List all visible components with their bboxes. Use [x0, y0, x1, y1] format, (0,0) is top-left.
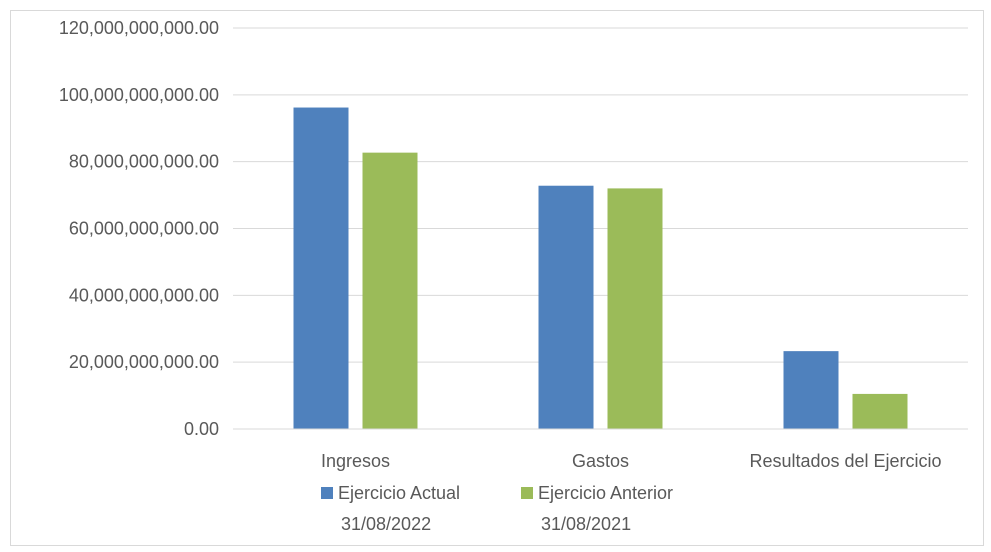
y-tick-label: 0.00 [184, 419, 219, 439]
bar-resultados-del-ejercicio-series-1 [783, 351, 839, 429]
gridlines [233, 27, 968, 363]
x-axis-category-labels: Ingresos Gastos Resultados del Ejercicio [321, 451, 942, 471]
legend-swatch [521, 487, 533, 499]
bar-ingresos-series-1 [293, 107, 349, 429]
legend-label: 31/08/2021 [541, 514, 631, 534]
y-tick-label: 100,000,000,000.00 [59, 85, 219, 105]
bar-resultados-del-ejercicio-series-2 [852, 393, 908, 429]
y-axis-tick-labels: 0.00 20,000,000,000.00 40,000,000,000.00 60… [59, 18, 219, 439]
chart-area: 0.00 20,000,000,000.00 40,000,000,000.00 60… [10, 10, 984, 546]
bar-ingresos-series-2 [362, 152, 418, 429]
bar-gastos-series-2 [607, 188, 663, 429]
bars [293, 107, 908, 429]
y-tick-label: 60,000,000,000.00 [69, 219, 219, 239]
legend: Ejercicio Actual 31/08/2022 Ejercicio Ante… [321, 483, 673, 534]
x-category-label: Ingresos [321, 451, 390, 471]
y-tick-label: 80,000,000,000.00 [69, 152, 219, 172]
legend-swatch [321, 487, 333, 499]
y-tick-label: 40,000,000,000.00 [69, 285, 219, 305]
y-tick-label: 20,000,000,000.00 [69, 352, 219, 372]
y-tick-label: 120,000,000,000.00 [59, 18, 219, 38]
bar-gastos-series-1 [538, 185, 594, 429]
bar-chart: 0.00 20,000,000,000.00 40,000,000,000.00 60… [59, 18, 968, 534]
legend-label: 31/08/2022 [341, 514, 431, 534]
x-category-label: Resultados del Ejercicio [749, 451, 941, 471]
legend-label: Ejercicio Anterior [538, 483, 673, 503]
legend-label: Ejercicio Actual [338, 483, 460, 503]
x-category-label: Gastos [572, 451, 629, 471]
